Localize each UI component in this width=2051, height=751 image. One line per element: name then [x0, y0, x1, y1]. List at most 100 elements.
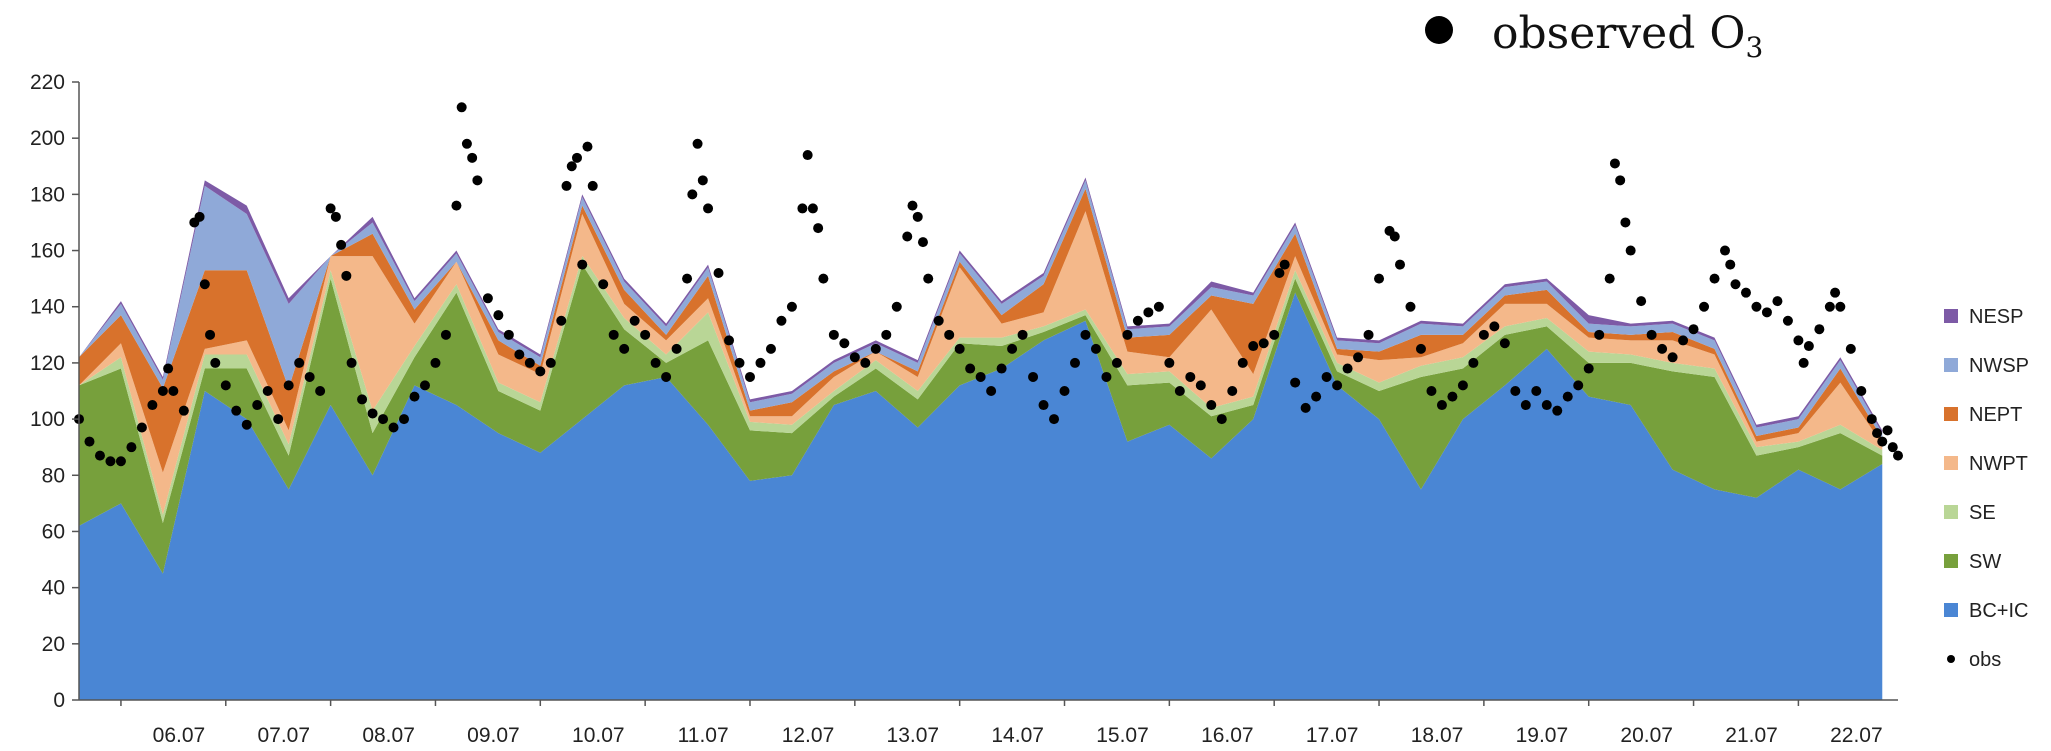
observed-point [1740, 287, 1751, 298]
observed-point [917, 237, 928, 248]
observed-point [1101, 371, 1112, 382]
observed-point [1311, 391, 1322, 402]
observed-point [1856, 386, 1867, 396]
observed-point [1300, 402, 1311, 413]
observed-point [849, 352, 860, 363]
observed-point [1866, 414, 1877, 425]
area-series-bc-ic [79, 292, 1883, 700]
x-tick-label: 19.07 [1516, 724, 1569, 747]
observed-point [1028, 371, 1039, 382]
observed-point [157, 386, 168, 396]
observed-o3-legend: observed O3 [1425, 8, 1763, 64]
observed-point [1531, 386, 1542, 396]
observed-point [902, 231, 913, 242]
observed-point [514, 349, 525, 360]
observed-point [786, 301, 797, 312]
observed-point [713, 268, 724, 279]
x-tick-label: 17.07 [1306, 724, 1359, 747]
observed-point [1793, 335, 1804, 346]
observed-point [315, 386, 326, 396]
observed-point [493, 310, 504, 321]
observed-point [1688, 324, 1699, 335]
observed-point [965, 363, 976, 374]
observed-point [818, 273, 829, 284]
observed-point [1353, 352, 1364, 363]
legend-swatch-nwsp [1944, 358, 1958, 372]
observed-point [1657, 343, 1668, 354]
observed-point [283, 380, 294, 391]
observed-point [1573, 380, 1584, 391]
observed-point [1615, 175, 1626, 186]
observed-point [336, 239, 347, 250]
observed-point [697, 175, 708, 186]
observed-point [1395, 259, 1406, 270]
observed-point [388, 422, 399, 433]
x-tick-label: 15.07 [1096, 724, 1149, 747]
observed-point [682, 273, 693, 284]
observed-point [1363, 329, 1374, 340]
observed-point [1069, 357, 1080, 368]
observed-point [1426, 386, 1437, 396]
observed-point [231, 405, 242, 416]
legend-swatch-bc-ic [1944, 603, 1958, 617]
x-tick-label: 06.07 [153, 724, 206, 747]
legend: NESP NWSP NEPT NWPT SE SW BC+IC obs [1944, 306, 2029, 671]
observed-point [1620, 217, 1631, 228]
observed-point [891, 301, 902, 312]
observed-point [440, 329, 451, 340]
x-tick-label: 20.07 [1620, 724, 1673, 747]
observed-point [986, 386, 997, 396]
observed-point [1227, 386, 1238, 396]
observed-point [467, 152, 478, 163]
observed-point [1478, 329, 1489, 340]
observed-point [357, 394, 368, 405]
observed-point [598, 279, 609, 290]
observed-point [1761, 307, 1772, 318]
observed-point [1415, 343, 1426, 354]
observed-point [294, 357, 305, 368]
y-tick-label: 80 [42, 464, 65, 487]
observed-point [346, 357, 357, 368]
x-tick-label: 22.07 [1830, 724, 1883, 747]
observed-point [1468, 357, 1479, 368]
observed-point [1499, 338, 1510, 349]
observed-point [1830, 287, 1841, 298]
observed-o3-legend-label: observed O3 [1492, 8, 1763, 64]
observed-point [1814, 324, 1825, 335]
observed-point [582, 141, 593, 152]
legend-swatch-obs [1947, 655, 1955, 663]
observed-point [975, 371, 986, 382]
observed-point [724, 335, 735, 346]
observed-point [482, 293, 493, 304]
observed-point [1007, 343, 1018, 354]
observed-point [1405, 301, 1416, 312]
observed-point [126, 442, 137, 453]
observed-point [755, 357, 766, 368]
observed-point [1583, 363, 1594, 374]
observed-o3-legend-marker [1425, 16, 1453, 44]
observed-point [205, 329, 216, 340]
observed-point [1709, 273, 1720, 284]
x-tick-label: 14.07 [991, 724, 1044, 747]
observed-point [115, 456, 126, 467]
observed-point [650, 357, 661, 368]
observed-point [776, 315, 787, 326]
observed-point [1237, 357, 1248, 368]
observed-point [813, 223, 824, 234]
observed-point [163, 363, 174, 374]
observed-point [461, 138, 472, 149]
legend-swatch-nept [1944, 407, 1958, 421]
observed-point [1772, 296, 1783, 307]
observed-point [1195, 380, 1206, 391]
observed-point [1206, 400, 1217, 411]
x-tick-label: 18.07 [1411, 724, 1464, 747]
observed-point [1457, 380, 1468, 391]
observed-point [556, 315, 567, 326]
observed-point [802, 150, 813, 161]
observed-point [1562, 391, 1573, 402]
area-series-group [79, 177, 1883, 700]
legend-label-nept: NEPT [1969, 404, 2022, 426]
legend-swatch-nwpt [1944, 456, 1958, 470]
legend-label-nwpt: NWPT [1969, 453, 2028, 475]
